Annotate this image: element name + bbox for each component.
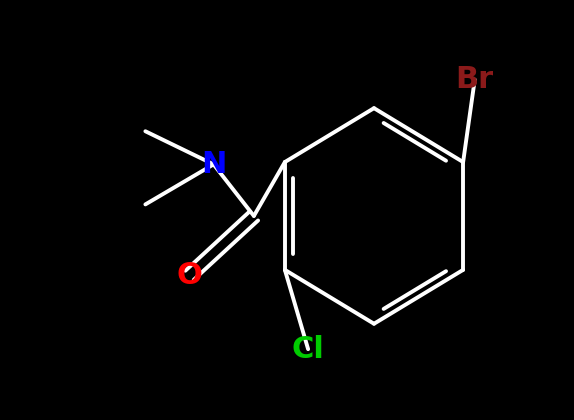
Text: O: O <box>177 261 203 290</box>
Text: N: N <box>201 150 226 179</box>
Text: Cl: Cl <box>292 335 324 364</box>
Text: Br: Br <box>456 65 494 94</box>
